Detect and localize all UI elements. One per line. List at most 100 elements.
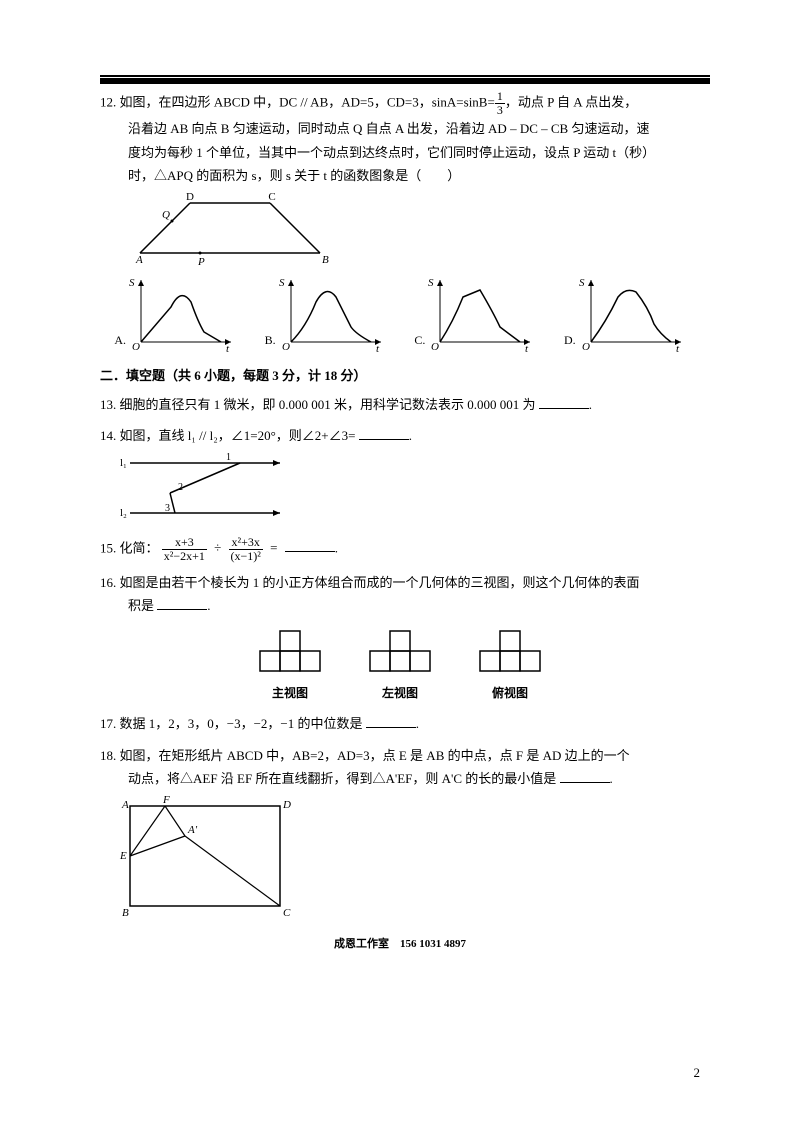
q18-svg: A F D E A' B C [100,791,300,921]
svg-text:Q: Q [162,209,170,221]
svg-text:1: 1 [226,452,231,463]
opt-c-label: C. [414,330,425,352]
q15-num: 15. [100,540,116,555]
q17-end: . [416,716,419,731]
q15-div: ÷ [214,540,221,555]
q12-trapezoid: D C Q A P B [100,188,700,268]
svg-text:l₁: l₁ [120,457,127,469]
q15-text: 化简： [120,540,159,555]
question-15: 15. 化简： x+3x²−2x+1 ÷ x²+3x(x−1)² = . [100,536,700,563]
q16-line1: 如图是由若干个棱长为 1 的小正方体组合而成的一个几何体的三视图，则这个几何体的… [120,575,640,590]
opt-b-label: B. [265,330,276,352]
q12-num: 12. [100,95,116,110]
q18-blank [560,770,610,783]
view-top-label: 俯视图 [470,683,550,705]
opt-d-graph: S t O [576,272,686,352]
section-2-title: 二．填空题（共 6 小题，每题 3 分，计 18 分） [100,364,700,387]
svg-text:O: O [582,341,590,352]
svg-text:P: P [197,256,205,268]
svg-text:O: O [431,341,439,352]
view-main-svg [250,626,330,681]
view-left-svg [360,626,440,681]
svg-text:O: O [132,341,140,352]
question-13: 13. 细胞的直径只有 1 微米，即 0.000 001 米，用科学记数法表示 … [100,393,700,416]
question-16: 16. 如图是由若干个棱长为 1 的小正方体组合而成的一个几何体的三视图，则这个… [100,571,700,704]
svg-text:D: D [186,191,194,203]
q15-frac1: x+3x²−2x+1 [162,536,207,563]
q12-opt-c: C. S t O [414,272,535,352]
svg-text:t: t [676,343,680,352]
q16-end: . [207,598,210,613]
svg-text:A: A [121,799,129,811]
question-17: 17. 数据 1，2，3，0，−3，−2，−1 的中位数是 . [100,712,700,735]
svg-text:A: A [135,254,143,266]
q18-end: . [610,771,613,786]
svg-text:F: F [162,794,170,806]
opt-d-label: D. [564,330,576,352]
question-14: 14. 如图，直线 l₁ // l₂，∠1=20°，则∠2+∠3= . l₁ l… [100,424,700,527]
q18-line1: 如图，在矩形纸片 ABCD 中，AB=2，AD=3，点 E 是 AB 的中点，点… [120,748,630,763]
q15-eq: = [270,540,277,555]
q12-line3: 度均为每秒 1 个单位，当其中一个动点到达终点时，它们同时停止运动，设点 P 运… [128,141,700,164]
opt-c-graph: S t O [425,272,535,352]
svg-text:3: 3 [165,503,170,514]
opt-a-graph: S t O [126,272,236,352]
svg-text:l₂: l₂ [120,507,127,519]
q12-line4: 时，△APQ 的面积为 s，则 s 关于 t 的函数图象是（ ） [128,164,700,187]
svg-text:C: C [268,191,275,203]
f2n: x²+3x [229,536,263,550]
view-top: 俯视图 [470,626,550,705]
svg-text:E: E [119,850,127,862]
q13-text: 细胞的直径只有 1 微米，即 0.000 001 米，用科学记数法表示 0.00… [120,397,536,412]
footer-studio: 成恩工作室 156 1031 4897 [0,935,800,951]
question-18: 18. 如图，在矩形纸片 ABCD 中，AB=2，AD=3，点 E 是 AB 的… [100,744,700,921]
q16-line2: 积是 [128,598,154,613]
q17-text: 数据 1，2，3，0，−3，−2，−1 的中位数是 [120,716,363,731]
svg-text:t: t [376,343,380,352]
page-number: 2 [694,1065,701,1081]
f1d: x²−2x+1 [162,550,207,563]
frac-num: 1 [495,90,505,104]
q12-line2: 沿着边 AB 向点 B 匀速运动，同时动点 Q 自点 A 出发，沿着边 AD –… [128,117,700,140]
svg-text:t: t [226,343,230,352]
svg-text:A': A' [187,824,198,836]
svg-text:S: S [279,277,285,289]
q14-blank [359,427,409,440]
svg-text:D: D [282,799,291,811]
q16-line2-row: 积是 . [128,594,700,617]
q14-svg: l₁ l₂ 1 2 3 [100,448,300,528]
view-main: 主视图 [250,626,330,705]
svg-text:t: t [525,343,529,352]
q13-blank [539,396,589,409]
frac-den: 3 [495,104,505,117]
svg-text:S: S [129,277,135,289]
q18-line2: 动点，将△AEF 沿 EF 所在直线翻折，得到△A'EF，则 A'C 的长的最小… [128,771,556,786]
q14-diagram: l₁ l₂ 1 2 3 [100,448,700,528]
q16-num: 16. [100,575,116,590]
svg-text:C: C [283,907,291,919]
svg-text:S: S [579,277,585,289]
q18-num: 18. [100,748,116,763]
q14-num: 14. [100,428,116,443]
q12-opt-b: B. S t O [265,272,386,352]
q12-text-1b: ，动点 P 自 A 点出发， [505,95,637,110]
view-left-label: 左视图 [360,683,440,705]
q15-frac2: x²+3x(x−1)² [229,536,263,563]
page-content: 12. 如图，在四边形 ABCD 中，DC // AB，AD=5，CD=3，si… [100,90,700,921]
q18-line2-row: 动点，将△AEF 沿 EF 所在直线翻折，得到△A'EF，则 A'C 的长的最小… [128,767,700,790]
q15-end: . [335,540,338,555]
q12-fraction: 13 [495,90,505,117]
view-left: 左视图 [360,626,440,705]
q17-num: 17. [100,716,116,731]
question-12: 12. 如图，在四边形 ABCD 中，DC // AB，AD=5，CD=3，si… [100,90,700,352]
svg-text:S: S [428,277,434,289]
view-top-svg [470,626,550,681]
q13-end: . [589,397,592,412]
q14-end: . [409,428,412,443]
q17-blank [366,715,416,728]
q18-diagram: A F D E A' B C [100,791,700,921]
trapezoid-svg: D C Q A P B [100,188,360,268]
q16-blank [157,597,207,610]
q16-views: 主视图 左视图 俯视图 [100,626,700,705]
q12-opt-a: A. S t O [114,272,236,352]
